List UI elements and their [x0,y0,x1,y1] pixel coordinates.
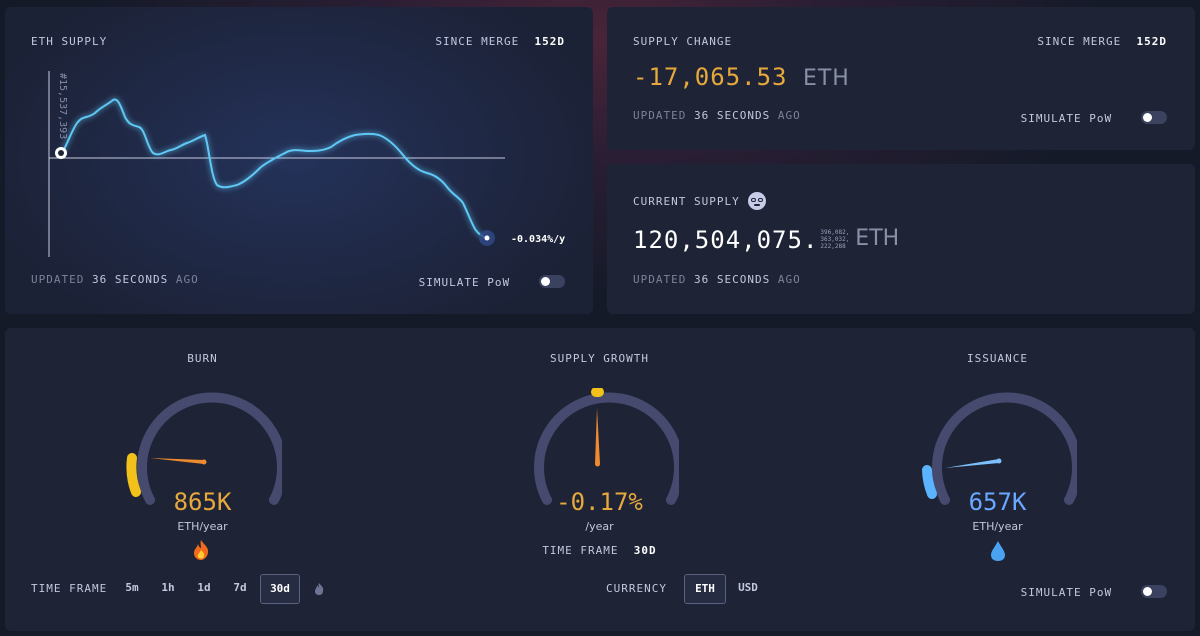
supply-growth-gauge [534,388,679,505]
issuance-value: 657K [968,488,1027,516]
supply-growth-timeframe: TIME FRAME 30d [402,544,797,557]
current-supply-amount: 120,504,075. [633,226,819,254]
eth-supply-title: ETH SUPPLY [31,35,108,48]
issuance-gauge-hub [996,458,1002,464]
since-merge-label: SINCE MERGE [1037,35,1122,48]
burn-unit: ETH/year [177,520,228,533]
supply-growth-unit: /year [585,520,614,533]
supply-growth-gauge-hub [595,461,600,467]
current-supply-updated: UPDATED 36 SECONDS AGO [633,273,801,286]
simulate-pow-label: SIMULATE PoW [1020,586,1113,599]
supply-growth-timeframe-label: TIME FRAME [542,544,619,557]
current-supply-unit: ETH [855,226,900,251]
current-point [484,235,490,241]
issuance-gauge [922,392,1077,505]
currency-eth-button[interactable]: ETH [684,574,726,604]
current-supply-header: CURRENT SUPPLY [633,192,766,210]
burn-gauge [126,392,282,505]
updated-suffix: AGO [777,109,801,122]
simulate-pow-toggle[interactable] [539,275,565,288]
updated-prefix: UPDATED [31,273,85,286]
currency-usd-button[interactable]: USD [738,581,758,594]
timeframe-label: TIME FRAME [31,582,108,595]
merge-point-inner [58,150,64,156]
burn-gauge-needle [150,458,204,464]
updated-value: 36 SECONDS [693,109,771,122]
supply-growth-timeframe-value: 30d [633,544,657,557]
decimals-line-1: 396,082, [820,229,850,236]
supply-change-since: SINCE MERGE 152d [1037,35,1167,48]
gauges-card: BURN 865K ETH/year SUPPLY GROWTH -0.17% … [5,328,1195,631]
since-merge-label: SINCE MERGE [435,35,520,48]
timeframe-1d-button[interactable]: 1d [197,581,211,594]
updated-prefix: UPDATED [633,273,687,286]
since-merge: SINCE MERGE 152d [435,35,565,48]
updated-suffix: AGO [175,273,199,286]
supply-change-unit: ETH [802,66,850,91]
supply-growth-gauge-needle [595,408,600,464]
supply-growth-title: SUPPLY GROWTH [549,352,650,365]
issuance-gauge-track [932,392,1077,505]
gauges-simulate: SIMULATE PoW [1021,581,1167,600]
issuance-gauge-needle [945,459,999,468]
timeframe-1h-button[interactable]: 1h [161,581,175,594]
timeframe-since-burn-fire-icon[interactable] [313,581,325,595]
simulate-pow-toggle[interactable] [1141,111,1167,124]
timeframe-30d-button[interactable]: 30d [260,574,300,604]
issuance-gauge-fill [922,465,937,499]
current-supply-title: CURRENT SUPPLY [633,194,740,208]
supply-change-title: SUPPLY CHANGE [633,35,733,48]
supply-change-updated: UPDATED 36 SECONDS AGO [633,109,801,122]
simulate-pow-label: SIMULATE PoW [1020,112,1113,125]
updated-prefix: UPDATED [633,109,687,122]
current-supply-decimals: 396,082, 363,032, 222,288 [820,229,849,250]
currency-label: CURRENCY [606,582,667,595]
supply-growth-value: -0.17% [556,488,643,516]
supply-chart-svg: #15,537,393 -0.034%/y [48,71,565,257]
fire-icon [191,539,211,561]
since-merge-value: 152d [534,35,565,48]
decimals-line-2: 363,032, [820,236,850,243]
burn-gauge-track [137,392,282,505]
supply-change-card: SUPPLY CHANGE SINCE MERGE 152d -17,065.5… [607,7,1195,150]
supply-change-amount: -17,065.53 [633,63,788,91]
eth-supply-card: ETH SUPPLY SINCE MERGE 152d #15,537,393 … [5,7,593,314]
burn-value: 865K [173,488,232,516]
supply-line [60,98,488,239]
decimals-line-3: 222,288 [820,243,846,250]
current-supply-amount-row: 120,504,075. 396,082, 363,032, 222,288 E… [633,226,899,254]
updated-suffix: AGO [777,273,801,286]
block-number-label: #15,537,393 [57,73,68,139]
simulate-pow-toggle[interactable] [1141,585,1167,598]
burn-gauge-fill [126,453,141,497]
supply-change-simulate: SIMULATE PoW [1021,107,1167,126]
supply-chart-simulate: SIMULATE PoW [419,271,565,290]
burn-gauge-hub [201,459,207,465]
issuance-title: ISSUANCE [967,352,1028,365]
issuance-unit: ETH/year [972,520,1023,533]
updated-value: 36 SECONDS [91,273,169,286]
supply-change-amount-row: -17,065.53 ETH [633,63,850,91]
nerd-face-icon [747,192,766,210]
supply-growth-gauge-track [534,392,679,505]
updated-value: 36 SECONDS [693,273,771,286]
burn-title: BURN [187,352,218,365]
rate-label: -0.034%/y [511,234,565,245]
supply-chart-updated: UPDATED 36 SECONDS AGO [31,273,199,286]
timeframe-5m-button[interactable]: 5m [125,581,139,594]
timeframe-7d-button[interactable]: 7d [233,581,247,594]
simulate-pow-label: SIMULATE PoW [418,276,511,289]
current-supply-card: CURRENT SUPPLY 120,504,075. 396,082, 363… [607,164,1195,314]
droplet-icon [990,540,1006,562]
since-merge-value: 152d [1136,35,1167,48]
